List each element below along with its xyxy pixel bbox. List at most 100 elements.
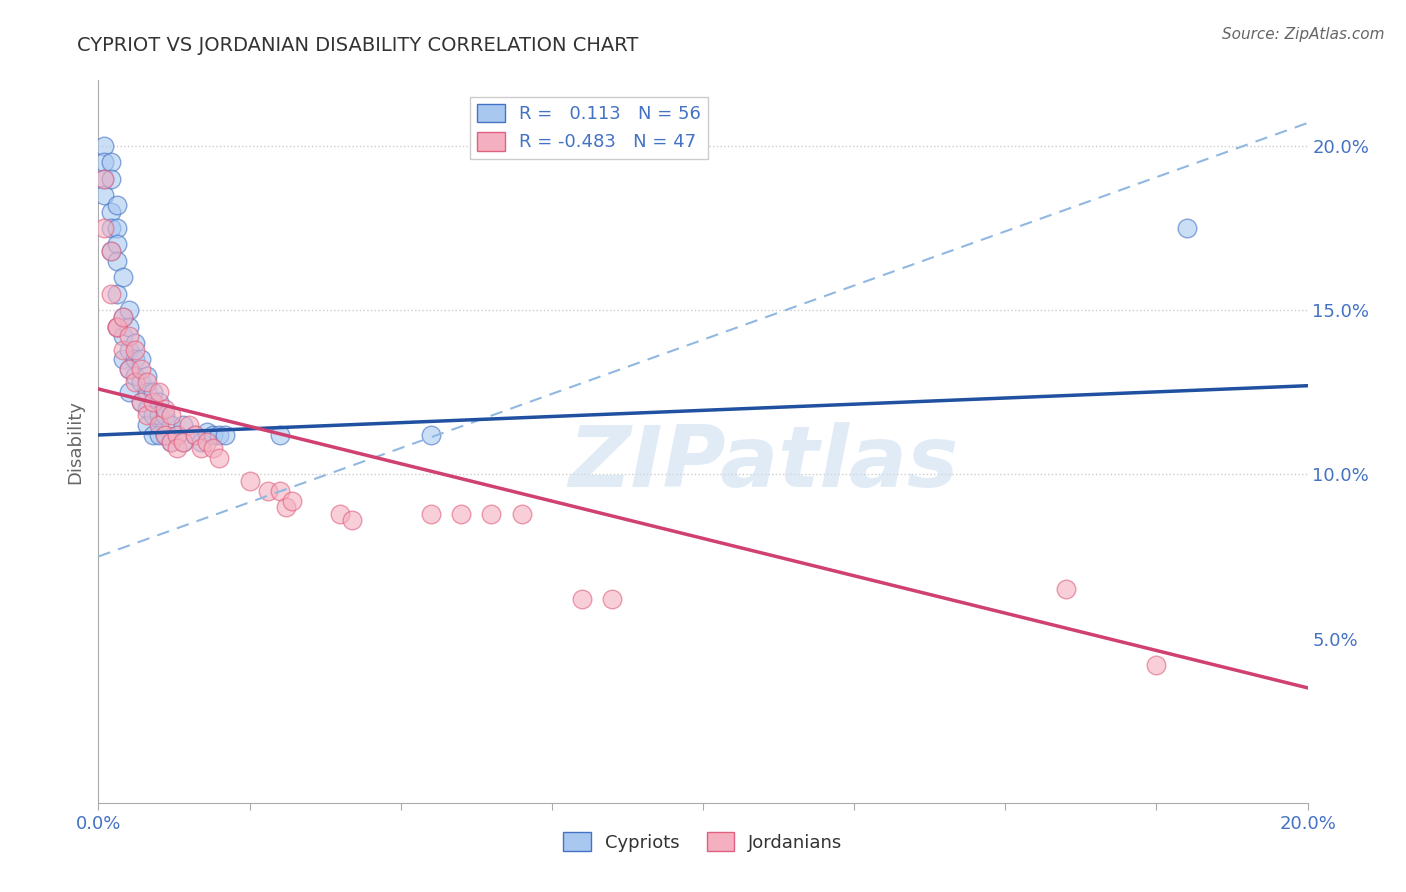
- Point: [202, 428, 225, 442]
- Point: [172, 434, 194, 449]
- Point: [269, 483, 291, 498]
- Point: [166, 428, 188, 442]
- Point: [93, 188, 115, 202]
- Point: [93, 221, 115, 235]
- Point: [100, 155, 122, 169]
- Point: [124, 368, 146, 383]
- Point: [135, 368, 157, 383]
- Point: [342, 513, 364, 527]
- Point: [129, 395, 152, 409]
- Point: [172, 418, 194, 433]
- Y-axis label: Disability: Disability: [66, 400, 84, 483]
- Point: [256, 483, 278, 498]
- Point: [111, 270, 134, 285]
- Point: [129, 376, 152, 390]
- Point: [105, 253, 128, 268]
- Point: [118, 362, 141, 376]
- Point: [160, 409, 183, 423]
- Point: [124, 352, 146, 367]
- Point: [111, 352, 134, 367]
- Point: [1175, 221, 1198, 235]
- Point: [118, 362, 141, 376]
- Point: [148, 418, 170, 433]
- Point: [172, 434, 194, 449]
- Point: [129, 352, 152, 367]
- Point: [269, 428, 291, 442]
- Point: [274, 500, 297, 515]
- Point: [239, 474, 262, 488]
- Point: [93, 171, 115, 186]
- Point: [124, 336, 146, 351]
- Point: [190, 441, 212, 455]
- Point: [105, 286, 128, 301]
- Point: [105, 198, 128, 212]
- Point: [160, 434, 183, 449]
- Legend: Cypriots, Jordanians: Cypriots, Jordanians: [557, 825, 849, 859]
- Point: [100, 244, 122, 258]
- Point: [135, 376, 157, 390]
- Point: [105, 319, 128, 334]
- Point: [1144, 657, 1167, 672]
- Point: [100, 221, 122, 235]
- Point: [135, 418, 157, 433]
- Point: [135, 385, 157, 400]
- Point: [100, 171, 122, 186]
- Point: [129, 395, 152, 409]
- Point: [111, 343, 134, 357]
- Point: [105, 221, 128, 235]
- Point: [142, 409, 165, 423]
- Point: [160, 418, 183, 433]
- Point: [111, 329, 134, 343]
- Point: [195, 434, 218, 449]
- Point: [100, 204, 122, 219]
- Point: [166, 428, 188, 442]
- Point: [184, 428, 207, 442]
- Point: [142, 395, 165, 409]
- Point: [142, 428, 165, 442]
- Point: [105, 237, 128, 252]
- Point: [111, 310, 134, 324]
- Point: [281, 493, 304, 508]
- Point: [129, 362, 152, 376]
- Point: [100, 244, 122, 258]
- Point: [571, 592, 593, 607]
- Point: [124, 343, 146, 357]
- Point: [190, 434, 212, 449]
- Point: [93, 171, 115, 186]
- Text: ZIPatlas: ZIPatlas: [568, 422, 959, 505]
- Point: [124, 376, 146, 390]
- Point: [510, 507, 533, 521]
- Point: [100, 286, 122, 301]
- Point: [195, 425, 218, 439]
- Point: [214, 428, 236, 442]
- Point: [135, 401, 157, 416]
- Point: [153, 401, 176, 416]
- Point: [118, 319, 141, 334]
- Point: [153, 428, 176, 442]
- Point: [208, 450, 231, 465]
- Point: [1054, 582, 1077, 597]
- Point: [148, 428, 170, 442]
- Point: [93, 155, 115, 169]
- Point: [118, 385, 141, 400]
- Point: [166, 441, 188, 455]
- Point: [93, 139, 115, 153]
- Point: [111, 310, 134, 324]
- Point: [105, 319, 128, 334]
- Point: [142, 385, 165, 400]
- Point: [160, 434, 183, 449]
- Point: [105, 319, 128, 334]
- Text: CYPRIOT VS JORDANIAN DISABILITY CORRELATION CHART: CYPRIOT VS JORDANIAN DISABILITY CORRELAT…: [77, 36, 638, 54]
- Text: Source: ZipAtlas.com: Source: ZipAtlas.com: [1222, 27, 1385, 42]
- Point: [329, 507, 352, 521]
- Point: [179, 418, 201, 433]
- Point: [153, 428, 176, 442]
- Point: [420, 507, 443, 521]
- Point: [148, 385, 170, 400]
- Point: [602, 592, 624, 607]
- Point: [184, 428, 207, 442]
- Point: [118, 303, 141, 318]
- Point: [148, 409, 170, 423]
- Point: [118, 343, 141, 357]
- Point: [118, 329, 141, 343]
